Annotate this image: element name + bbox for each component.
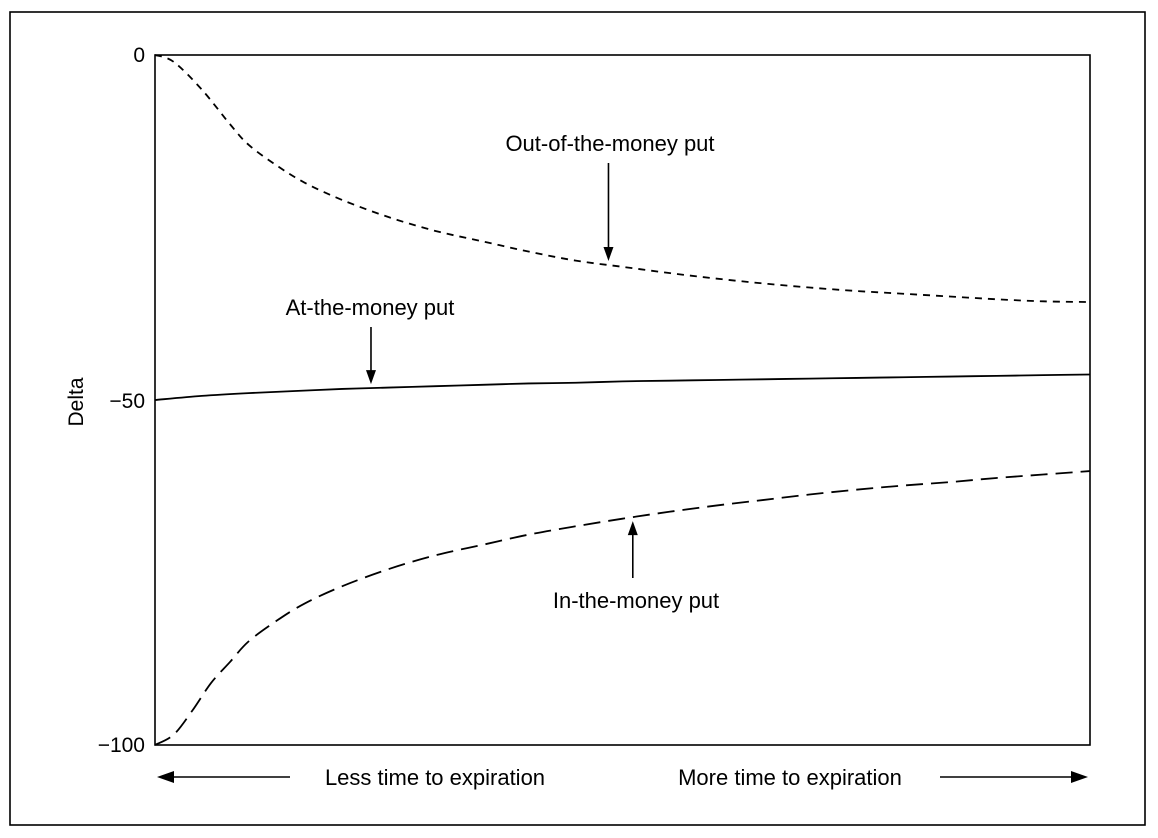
x-direction-arrow-right bbox=[940, 771, 1088, 783]
otm-annotation-label: Out-of-the-money put bbox=[505, 131, 714, 156]
annotation-arrow-atm bbox=[365, 327, 376, 385]
y-tick-label-0: 0 bbox=[133, 44, 145, 67]
x-direction-label-left: Less time to expiration bbox=[325, 765, 545, 790]
y-tick-label-1: −50 bbox=[109, 390, 145, 413]
series-line-atm bbox=[154, 373, 1091, 401]
annotation-arrow-itm bbox=[627, 521, 638, 578]
x-direction-label-right: More time to expiration bbox=[678, 765, 902, 790]
annotation-arrows bbox=[365, 163, 638, 578]
x-direction-arrow-left bbox=[157, 771, 290, 783]
series-line-otm bbox=[154, 54, 1091, 303]
annotation-arrow-otm bbox=[603, 163, 614, 261]
y-axis-label: Delta bbox=[65, 377, 88, 426]
itm-annotation-label: In-the-money put bbox=[553, 588, 719, 613]
y-tick-label-2: −100 bbox=[98, 734, 145, 757]
atm-annotation-label: At-the-money put bbox=[286, 295, 455, 320]
series-layer bbox=[154, 54, 1091, 746]
plot-area bbox=[154, 54, 1091, 746]
series-line-itm bbox=[154, 470, 1091, 746]
figure-frame bbox=[9, 11, 1146, 826]
